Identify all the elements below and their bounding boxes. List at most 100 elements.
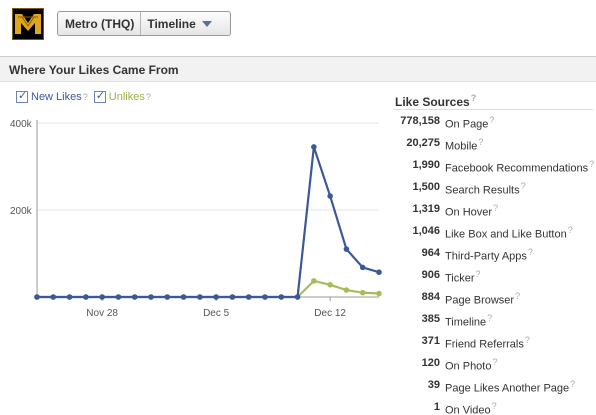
page-name-button[interactable]: Metro (THQ) [58, 12, 142, 35]
new-likes-point [359, 264, 366, 271]
help-icon[interactable]: ? [491, 401, 497, 411]
new-likes-series-line [37, 145, 380, 299]
like-source-label: Mobile? [445, 137, 484, 153]
like-sources-title: Like Sources? [395, 93, 477, 109]
like-source-row: 1,046 Like Box and Like Button? [390, 225, 596, 241]
help-icon[interactable]: ? [527, 247, 533, 257]
like-source-count: 778,158 [400, 115, 440, 127]
unlikes-label: Unlikes [108, 91, 145, 103]
new-likes-point [327, 193, 333, 199]
page-timeline-selector[interactable]: Metro (THQ) Timeline [57, 11, 231, 36]
new-likes-point [376, 269, 382, 276]
help-icon[interactable]: ? [520, 181, 526, 191]
unlikes-checkbox[interactable] [93, 89, 106, 103]
help-icon[interactable]: ? [589, 159, 595, 169]
chart-legend: New Likes ? Unlikes ? [16, 89, 157, 103]
like-source-row: 385 Timeline? [390, 313, 596, 329]
like-source-row: 906 Ticker? [390, 269, 596, 285]
unlikes-point [343, 287, 350, 293]
new-likes-point [262, 294, 268, 300]
new-likes-point [245, 294, 252, 300]
like-source-label: Page Likes Another Page? [445, 379, 576, 395]
like-source-row: 371 Friend Referrals? [390, 335, 596, 351]
new-likes-point [213, 294, 219, 300]
help-icon[interactable]: ? [478, 137, 484, 147]
new-likes-point [148, 294, 154, 300]
y-tick-label: 400k [10, 119, 33, 130]
new-likes-point [83, 294, 89, 300]
help-icon[interactable]: ? [567, 225, 573, 235]
like-source-label: Timeline? [445, 313, 493, 329]
new-likes-checkbox[interactable] [16, 89, 28, 103]
like-source-count: 120 [421, 357, 440, 369]
help-icon[interactable]: ? [475, 269, 481, 279]
like-source-label: Friend Referrals? [445, 335, 530, 351]
view-dropdown[interactable]: Timeline [141, 12, 217, 35]
new-likes-point [180, 294, 187, 300]
chevron-down-icon [201, 20, 212, 27]
new-likes-point [197, 294, 203, 300]
like-source-count: 906 [421, 269, 440, 281]
new-likes-point [294, 294, 301, 300]
new-likes-point [131, 294, 138, 300]
unlikes-series-line [37, 279, 380, 299]
like-source-label: Page Browser? [445, 291, 521, 307]
x-tick-label: Nov 28 [86, 308, 118, 319]
help-icon[interactable]: ? [492, 357, 498, 367]
top-bar: Metro (THQ) Timeline [0, 0, 596, 48]
help-icon[interactable]: ? [487, 313, 493, 323]
like-source-count: 1,319 [412, 203, 440, 215]
new-likes-point [50, 294, 57, 300]
help-icon[interactable]: ? [515, 291, 521, 301]
like-source-count: 884 [421, 291, 440, 303]
unlikes-point [376, 290, 382, 297]
new-likes-point [66, 294, 73, 300]
like-source-row: 1,990 Facebook Recommendations? [390, 159, 596, 175]
help-icon[interactable]: ? [489, 115, 495, 125]
new-likes-point [311, 144, 317, 150]
like-source-count: 1,046 [412, 225, 440, 237]
new-likes-point [34, 294, 40, 300]
section-header: Where Your Likes Came From [0, 56, 596, 82]
like-source-row: 964 Third-Party Apps? [390, 247, 596, 263]
like-source-count: 1 [433, 401, 440, 413]
like-source-count: 1,500 [412, 181, 440, 193]
help-icon[interactable]: ? [145, 92, 151, 102]
legend-unlikes[interactable]: Unlikes ? [93, 89, 151, 103]
like-source-count: 20,275 [406, 137, 440, 149]
like-source-label: Search Results? [445, 181, 526, 197]
help-icon[interactable]: ? [524, 335, 530, 345]
new-likes-point [99, 294, 105, 300]
help-icon[interactable]: ? [82, 92, 88, 102]
metro-m-logo-icon[interactable] [12, 8, 44, 40]
x-tick-label: Dec 12 [314, 308, 346, 319]
like-source-row: 120 On Photo? [390, 357, 596, 373]
legend-new-likes[interactable]: New Likes ? [16, 89, 88, 103]
new-likes-label: New Likes [31, 91, 82, 103]
help-icon[interactable]: ? [493, 203, 499, 213]
like-source-label: Ticker? [445, 269, 481, 285]
like-source-label: On Hover? [445, 203, 499, 219]
like-source-row: 1,319 On Hover? [390, 203, 596, 219]
new-likes-point [343, 246, 350, 252]
like-source-label: On Video? [445, 401, 497, 415]
unlikes-point [359, 289, 366, 296]
like-source-row: 884 Page Browser? [390, 291, 596, 307]
x-tick-label: Dec 5 [203, 308, 230, 319]
like-source-count: 1,990 [412, 159, 440, 171]
like-source-count: 371 [421, 335, 440, 347]
like-source-row: 1,500 Search Results? [390, 181, 596, 197]
like-source-row: 1 On Video? [390, 401, 596, 415]
help-icon[interactable]: ? [470, 93, 477, 103]
new-likes-point [115, 294, 122, 300]
like-source-row: 778,158 On Page? [390, 115, 596, 131]
like-source-label: Like Box and Like Button? [445, 225, 573, 241]
help-icon[interactable]: ? [570, 379, 576, 389]
y-tick-label: 200k [10, 206, 33, 217]
new-likes-point [164, 294, 171, 300]
like-source-row: 39 Page Likes Another Page? [390, 379, 596, 395]
like-source-label: On Photo? [445, 357, 498, 373]
likes-line-chart: 400k 200k Nov 28 Dec 5 Dec 12 [10, 119, 382, 319]
new-likes-point [278, 294, 285, 300]
divider [393, 109, 593, 110]
